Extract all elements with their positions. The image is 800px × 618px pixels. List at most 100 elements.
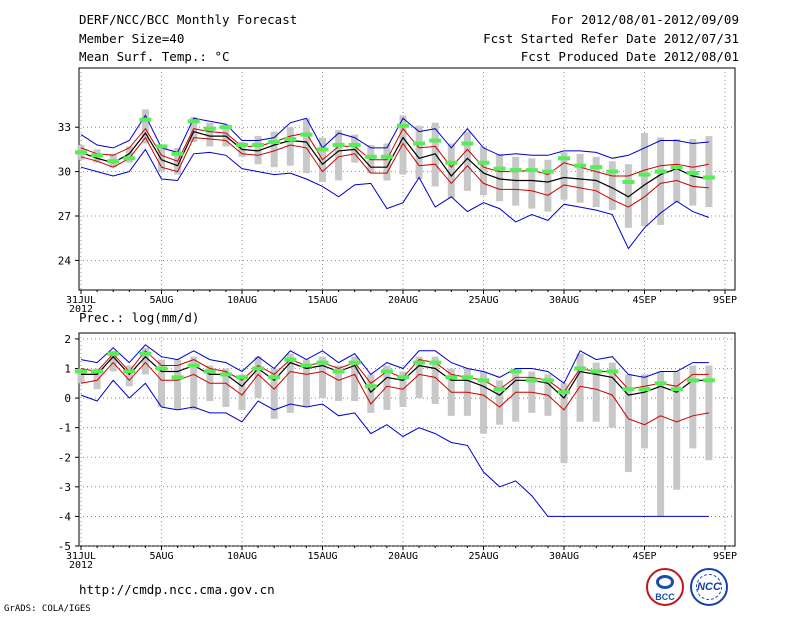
- precip-range-bar: [254, 356, 262, 399]
- precip-range-bar: [302, 359, 310, 407]
- temp-observed-marker: [574, 163, 587, 168]
- temp-range-bar: [512, 156, 520, 206]
- temp-range-bar: [463, 131, 471, 191]
- temp-range-bar: [576, 153, 584, 203]
- precip-y-tick-label: -1: [58, 422, 71, 435]
- temp-observed-marker: [670, 165, 683, 170]
- temp-observed-marker: [139, 117, 152, 122]
- temp-range-bar: [592, 156, 600, 208]
- temp-observed-marker: [300, 132, 313, 137]
- bcc-logo-icon: BCC: [646, 568, 684, 606]
- precip-observed-marker: [461, 375, 474, 380]
- precip-max-line: [80, 344, 709, 385]
- temp-observed-marker: [332, 142, 345, 147]
- precip-panel-title: Prec.: log(mm/d): [79, 310, 200, 325]
- source-url[interactable]: http://cmdp.ncc.cma.gov.cn: [79, 582, 275, 597]
- precip-range-bar: [641, 374, 648, 449]
- precip-observed-marker: [525, 378, 538, 383]
- temp-lower-line: [80, 136, 709, 208]
- precip-range-bar: [576, 353, 584, 422]
- precip-range-bar: [673, 371, 681, 490]
- temp-x-tick-label: 5AUG: [149, 295, 173, 306]
- precip-y-tick-label: -2: [58, 451, 71, 464]
- precip-range-bar: [319, 356, 326, 399]
- temp-observed-marker: [541, 169, 554, 174]
- precip-range-bar: [689, 365, 697, 449]
- temp-y-tick-label: 27: [58, 210, 71, 223]
- precip-observed-marker: [123, 369, 136, 374]
- precip-range-bar: [335, 365, 343, 402]
- precip-range-bar: [560, 383, 568, 464]
- precip-range-bar: [125, 365, 133, 387]
- bcc-logo-text: BCC: [655, 592, 675, 602]
- temp-x-tick-label: 30AUG: [549, 295, 579, 306]
- precip-x-tick-label: 9SEP: [713, 551, 737, 562]
- precip-observed-marker: [654, 381, 667, 386]
- precip-x-year-label: 2012: [69, 560, 93, 571]
- temp-observed-marker: [252, 142, 265, 147]
- temp-observed-marker: [397, 123, 409, 128]
- temp-x-tick-label: 10AUG: [227, 295, 257, 306]
- temp-y-tick-label: 30: [58, 166, 71, 179]
- temp-range-bar: [383, 143, 391, 181]
- temp-upper-line: [80, 127, 709, 177]
- temp-observed-marker: [123, 156, 136, 161]
- precip-range-bar: [415, 356, 423, 399]
- precip-observed-marker: [686, 378, 699, 383]
- temp-observed-marker: [75, 150, 87, 155]
- temp-x-tick-label: 15AUG: [307, 295, 337, 306]
- temp-observed-marker: [654, 169, 667, 174]
- member-size-label: Member Size=40: [79, 31, 185, 46]
- temp-max-line: [80, 114, 709, 159]
- temp-range-bar: [125, 146, 133, 163]
- precip-range-bar: [512, 368, 520, 422]
- ncc-logo-icon: NCC: [690, 568, 728, 606]
- temp-range-bar: [222, 124, 230, 147]
- precip-observed-marker: [606, 369, 619, 374]
- temp-observed-marker: [380, 154, 393, 159]
- temp-observed-marker: [219, 125, 232, 130]
- temp-observed-marker: [91, 153, 104, 158]
- temp-x-tick-label: 20AUG: [388, 295, 418, 306]
- precip-y-tick-label: -3: [58, 481, 71, 494]
- precip-range-bar: [657, 371, 665, 517]
- precip-x-tick-label: 20AUG: [388, 551, 418, 562]
- temp-range-bar: [641, 133, 648, 227]
- precip-y-tick-label: 2: [64, 333, 71, 346]
- temp-range-bar: [254, 136, 262, 165]
- precip-observed-marker: [316, 360, 329, 365]
- precip-observed-marker: [493, 387, 506, 392]
- temp-observed-marker: [348, 142, 361, 147]
- precip-observed-marker: [541, 378, 554, 383]
- precip-observed-marker: [75, 369, 87, 374]
- precip-observed-marker: [574, 366, 587, 371]
- precip-y-tick-label: -5: [58, 540, 71, 553]
- temp-y-tick-label: 24: [58, 254, 72, 267]
- temp-plot-frame: [78, 67, 736, 291]
- temp-range-bar: [270, 131, 278, 168]
- precip-range-bar: [77, 368, 85, 384]
- temp-x-tick-label: 9SEP: [713, 295, 737, 306]
- precip-observed-marker: [477, 378, 490, 383]
- temp-range-bar: [705, 136, 713, 208]
- precip-upper-line: [80, 350, 709, 393]
- temp-mean-line: [80, 130, 710, 198]
- precip-observed-marker: [445, 375, 458, 380]
- temp-range-bar: [608, 161, 616, 211]
- variable-label: Mean Surf. Temp.: °C: [79, 49, 230, 64]
- precip-range-bar: [592, 362, 600, 422]
- temp-range-bar: [399, 115, 407, 175]
- chart-title: DERF/NCC/BCC Monthly Forecast: [79, 12, 298, 27]
- temp-range-bar: [447, 143, 455, 199]
- forecast-period-label: For 2012/08/01-2012/09/09: [550, 12, 739, 27]
- temp-observed-marker: [702, 175, 715, 180]
- precip-range-bar: [480, 371, 487, 434]
- temp-observed-marker: [155, 144, 168, 149]
- precip-observed-marker: [702, 378, 715, 383]
- precip-observed-marker: [171, 375, 184, 380]
- temp-observed-marker: [284, 137, 297, 142]
- grads-credit: GrADS: COLA/IGES: [4, 604, 91, 614]
- precip-y-tick-label: 0: [64, 392, 71, 405]
- temp-observed-marker: [622, 179, 635, 184]
